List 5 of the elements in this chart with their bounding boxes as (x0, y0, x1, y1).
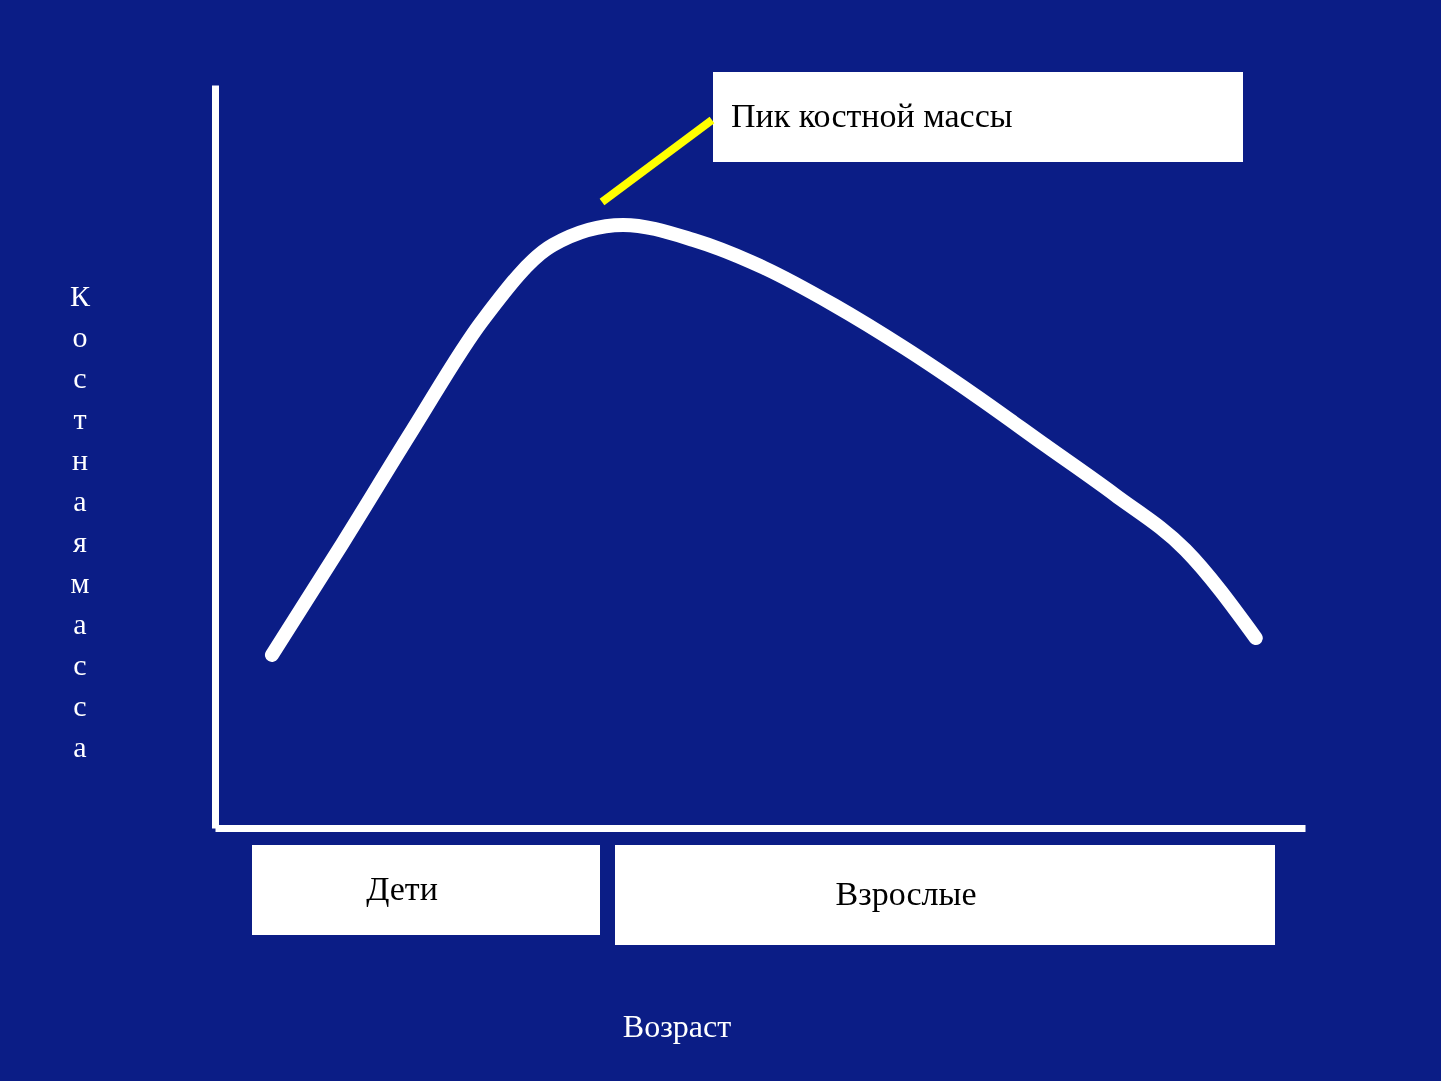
text: Пик костной массы (731, 97, 1013, 134)
text: Возраст (622, 1008, 732, 1044)
text: Взрослые (835, 875, 977, 912)
text: Дети (366, 870, 438, 907)
text: Костная масса (69, 279, 91, 763)
